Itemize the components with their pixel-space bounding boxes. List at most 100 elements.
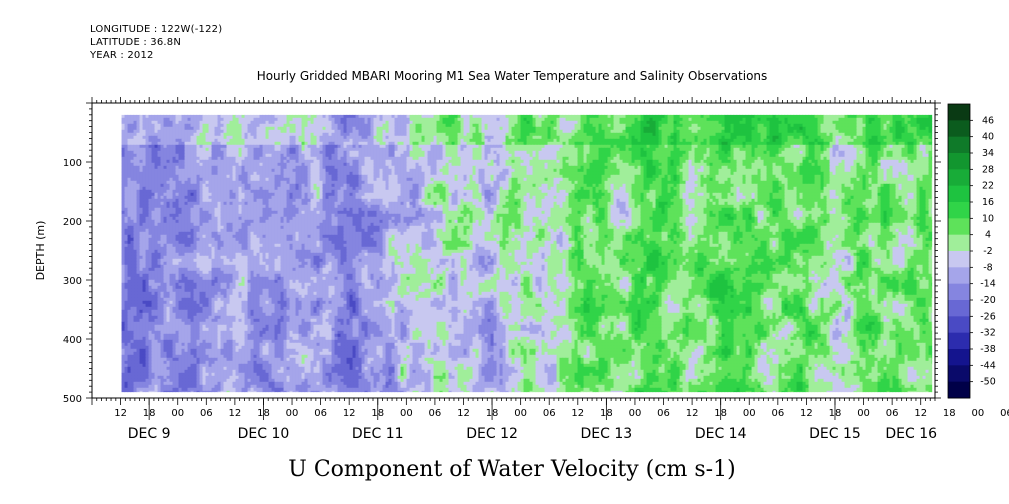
heatmap-cell [538, 147, 543, 152]
heatmap-cell [586, 129, 591, 134]
heatmap-cell [838, 117, 843, 122]
heatmap-cell [841, 141, 846, 146]
heatmap-cell [889, 141, 894, 146]
heatmap-cell [412, 114, 417, 119]
heatmap-cell [751, 114, 756, 119]
heatmap-cell [793, 123, 798, 128]
heatmap-cell [805, 135, 810, 140]
heatmap-cell [889, 147, 894, 152]
heatmap-cell [160, 120, 165, 125]
heatmap-cell [160, 135, 165, 140]
heatmap-cell [352, 120, 357, 125]
heatmap-cell [220, 144, 225, 149]
heatmap-cell [394, 129, 399, 134]
heatmap-cell [562, 147, 567, 152]
heatmap-cell [280, 144, 285, 149]
heatmap-cell [247, 129, 252, 134]
heatmap-cell [361, 126, 366, 131]
heatmap-cell [124, 120, 129, 125]
heatmap-cell [160, 129, 165, 134]
heatmap-cell [247, 150, 252, 155]
heatmap-cell [391, 141, 396, 146]
heatmap-cell [745, 123, 750, 128]
heatmap-cell [631, 123, 636, 128]
heatmap-cell [292, 147, 297, 152]
heatmap-cell [346, 126, 351, 131]
heatmap-cell [331, 126, 336, 131]
heatmap-cell [235, 138, 240, 143]
heatmap-cell [766, 120, 771, 125]
heatmap-cell [205, 144, 210, 149]
heatmap-cell [901, 120, 906, 125]
heatmap-cell [868, 147, 873, 152]
heatmap-cell [631, 141, 636, 146]
heatmap-cell [361, 114, 366, 119]
heatmap-cell [643, 141, 648, 146]
heatmap-cell [199, 123, 204, 128]
heatmap-cell [361, 123, 366, 128]
heatmap-cell [364, 123, 369, 128]
heatmap-cell [766, 129, 771, 134]
heatmap-cell [409, 117, 414, 122]
heatmap-cell [400, 135, 405, 140]
heatmap-cell [553, 117, 558, 122]
heatmap-cell [895, 135, 900, 140]
heatmap-cell [409, 123, 414, 128]
latitude-label: LATITUDE : 36.8N [90, 37, 181, 48]
heatmap-cell [652, 129, 657, 134]
heatmap-cell [721, 138, 726, 143]
heatmap-cell [559, 129, 564, 134]
heatmap-cell [517, 144, 522, 149]
heatmap-cell [442, 141, 447, 146]
heatmap-cell [160, 126, 165, 131]
heatmap-cell [172, 150, 177, 155]
heatmap-cell [565, 129, 570, 134]
heatmap-cell [487, 138, 492, 143]
heatmap-cell [457, 123, 462, 128]
heatmap-cell [622, 114, 627, 119]
heatmap-cell [589, 132, 594, 137]
heatmap-cell [421, 114, 426, 119]
heatmap-cell [676, 135, 681, 140]
heatmap-cell [424, 117, 429, 122]
heatmap-cell [124, 135, 129, 140]
heatmap-cell [736, 126, 741, 131]
heatmap-cell [523, 129, 528, 134]
heatmap-cell [685, 114, 690, 119]
heatmap-cell [253, 147, 258, 152]
heatmap-cell [262, 141, 267, 146]
heatmap-cell [163, 123, 168, 128]
heatmap-cell [412, 132, 417, 137]
heatmap-cell [466, 123, 471, 128]
heatmap-cell [529, 123, 534, 128]
heatmap-cell [382, 114, 387, 119]
heatmap-cell [385, 129, 390, 134]
heatmap-cell [661, 135, 666, 140]
heatmap-cell [463, 147, 468, 152]
heatmap-cell [220, 126, 225, 131]
heatmap-cell [703, 147, 708, 152]
heatmap-cell [493, 117, 498, 122]
heatmap-cell [211, 120, 216, 125]
heatmap-cell [757, 126, 762, 131]
heatmap-cell [505, 120, 510, 125]
heatmap-cell [574, 129, 579, 134]
heatmap-cell [376, 114, 381, 119]
heatmap-cell [514, 144, 519, 149]
heatmap-cell [550, 141, 555, 146]
heatmap-cell [787, 141, 792, 146]
heatmap-cell [556, 147, 561, 152]
heatmap-cell [301, 129, 306, 134]
heatmap-cell [325, 114, 330, 119]
heatmap-cell [223, 144, 228, 149]
heatmap-cell [547, 132, 552, 137]
heatmap-cell [580, 144, 585, 149]
heatmap-cell [646, 138, 651, 143]
heatmap-cell [256, 132, 261, 137]
heatmap-cell [844, 114, 849, 119]
heatmap-cell [637, 123, 642, 128]
heatmap-cell [691, 147, 696, 152]
heatmap-cell [232, 147, 237, 152]
heatmap-cell [817, 123, 822, 128]
heatmap-cell [304, 117, 309, 122]
